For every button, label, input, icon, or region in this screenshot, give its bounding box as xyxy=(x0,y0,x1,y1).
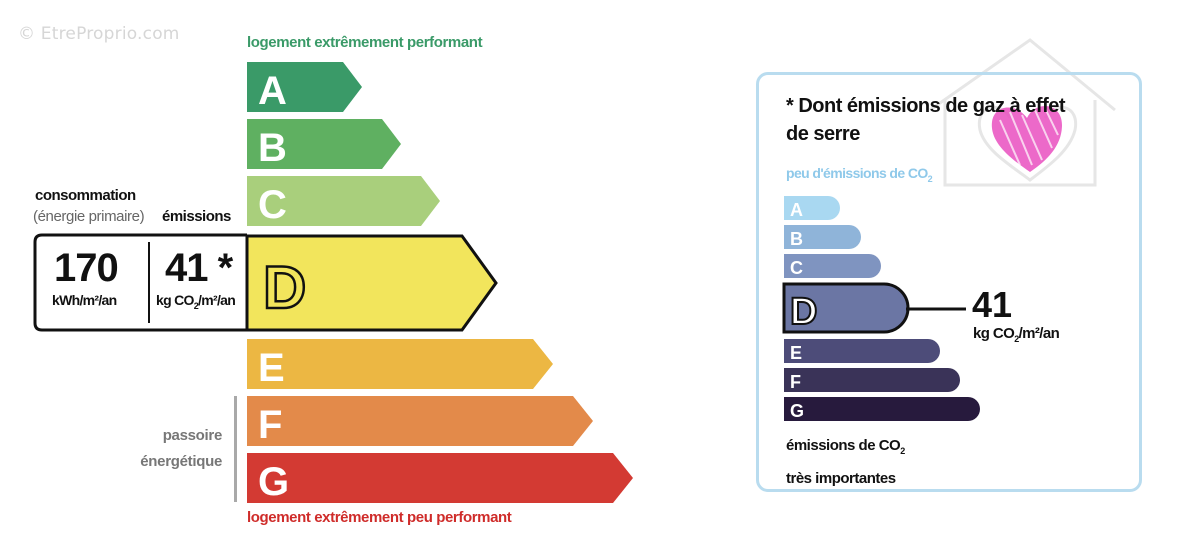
bottom-caption: logement extrêmement peu performant xyxy=(247,509,512,526)
ges-bar-b xyxy=(784,225,861,249)
ges-unit: kg CO2/m²/an xyxy=(973,325,1060,344)
ges-footer-line1: émissions de CO2 xyxy=(786,437,905,456)
ges-title: * Dont émissions de gaz à effet de serre xyxy=(786,95,1066,145)
consommation-unit: kWh/m²/an xyxy=(52,292,117,308)
consommation-value: 170 xyxy=(54,246,119,290)
ges-letter-a: A xyxy=(790,200,803,220)
energy-bar-a xyxy=(247,62,362,112)
energy-bar-e xyxy=(247,339,553,389)
ges-bar-f xyxy=(784,368,960,392)
passoire-line2: énergétique xyxy=(140,453,222,470)
energy-letter-a: A xyxy=(258,69,287,113)
ges-bar-g xyxy=(784,397,980,421)
energy-bar-g xyxy=(247,453,633,503)
ges-footer-line2: très importantes xyxy=(786,470,896,487)
consommation-label: consommation xyxy=(35,187,136,204)
passoire-label: passoire énergétique xyxy=(120,423,222,475)
top-caption: logement extrêmement performant xyxy=(247,34,483,51)
passoire-line1: passoire xyxy=(162,427,223,444)
house-logo-icon xyxy=(929,38,1116,187)
emissions-unit: kg CO2/m²/an xyxy=(156,292,236,311)
ges-letter-d: D xyxy=(790,291,817,333)
emissions-label: émissions xyxy=(162,208,231,225)
energy-bar-d xyxy=(245,234,498,332)
emissions-value: 41 * xyxy=(165,246,233,290)
energy-letter-b: B xyxy=(258,126,287,170)
ges-bar-a xyxy=(784,196,840,220)
ges-value: 41 xyxy=(972,284,1013,325)
ges-bar-e xyxy=(784,339,940,363)
passoire-bracket xyxy=(234,396,237,502)
ges-bar-c xyxy=(784,254,881,278)
ges-letter-b: B xyxy=(790,229,803,249)
ges-letter-g: G xyxy=(790,401,804,421)
energy-bar-b xyxy=(247,119,401,169)
energy-bar-f xyxy=(247,396,593,446)
energy-bar-c xyxy=(247,176,440,226)
watermark-text: © EtreProprio.com xyxy=(18,24,180,44)
ges-footer: émissions de CO2 très importantes xyxy=(786,432,905,492)
energy-letter-f: F xyxy=(258,403,282,447)
energy-letter-g: G xyxy=(258,460,289,504)
ges-letter-f: F xyxy=(790,372,801,392)
energy-letter-d: D xyxy=(263,254,306,321)
ges-letter-e: E xyxy=(790,343,802,363)
ges-panel xyxy=(756,72,1142,492)
value-box-border xyxy=(33,233,247,332)
consommation-sublabel: (énergie primaire) xyxy=(33,208,145,225)
ges-letter-c: C xyxy=(790,258,803,278)
energy-letter-c: C xyxy=(258,183,287,227)
ges-subtitle: peu d'émissions de CO2 xyxy=(786,165,933,184)
energy-letter-e: E xyxy=(258,346,285,390)
heart-logo-icon xyxy=(991,105,1062,172)
